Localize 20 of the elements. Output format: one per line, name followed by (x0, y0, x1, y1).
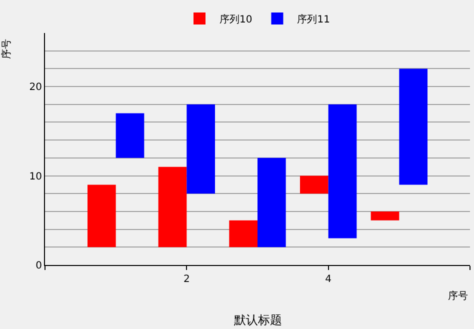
bar (370, 211, 400, 220)
bar (328, 104, 357, 238)
bar (186, 104, 215, 194)
x-axis-title: 序号 (448, 290, 468, 302)
y-tick-label: 0 (36, 260, 42, 272)
x-tick-label: 2 (183, 274, 190, 285)
bar (300, 176, 328, 194)
y-tick-label: 20 (29, 82, 42, 94)
bar (88, 184, 116, 248)
x-tick-label: 4 (325, 274, 332, 285)
text: 默认标题 (233, 313, 282, 327)
y-axis-title: 序号 (0, 38, 13, 59)
legend-label: 序列10 (220, 13, 252, 26)
y-tick-label: 10 (29, 171, 42, 182)
bar (158, 166, 187, 248)
bar (399, 68, 428, 185)
bar (229, 220, 258, 248)
legend-label: 序列11 (297, 13, 330, 26)
bar (116, 113, 144, 158)
bar (258, 158, 286, 248)
